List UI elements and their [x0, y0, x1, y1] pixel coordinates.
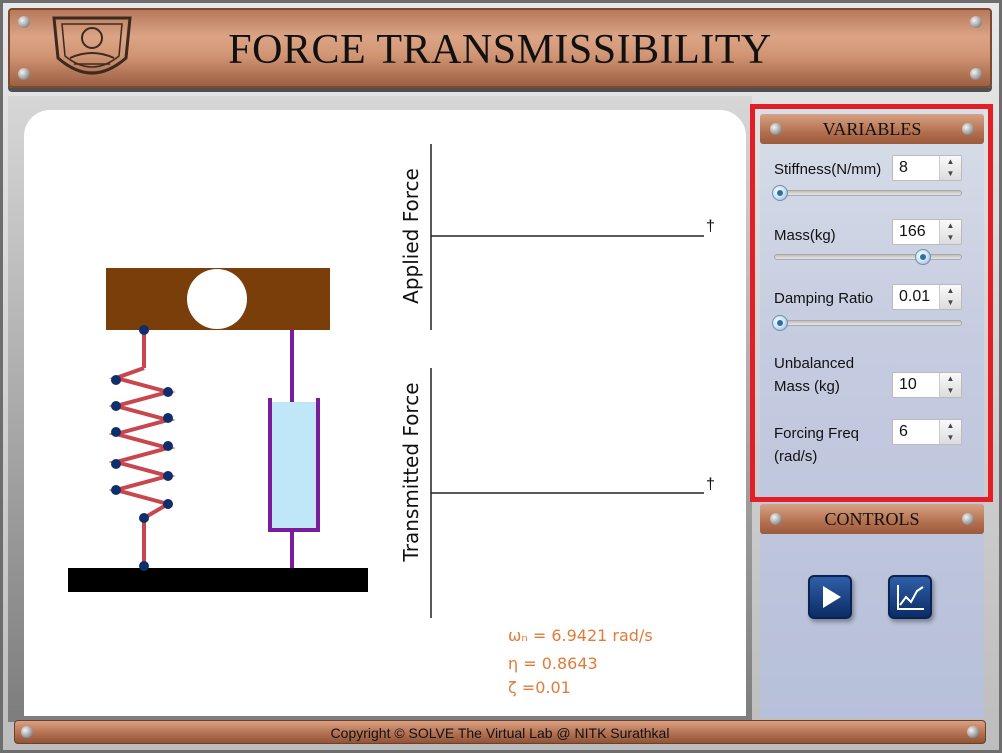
graph-icon — [890, 577, 930, 617]
omega-readout: ωₙ = 6.9421 rad/s — [508, 626, 653, 645]
header-bar: FORCE TRANSMISSIBILITY — [8, 8, 992, 88]
ground-base — [68, 568, 368, 592]
variables-highlight-box — [750, 104, 993, 502]
page-title: FORCE TRANSMISSIBILITY — [10, 26, 990, 74]
damper — [270, 330, 318, 568]
graph-axes — [431, 144, 704, 618]
rivet-icon — [962, 513, 974, 525]
unbalanced-mass-circle — [187, 269, 247, 329]
footer-bar: Copyright © SOLVE The Virtual Lab @ NITK… — [14, 720, 986, 744]
play-icon — [810, 577, 850, 617]
eta-readout: η = 0.8643 — [508, 654, 598, 673]
rivet-icon — [967, 726, 979, 738]
axis-marker-bottom: † — [706, 476, 715, 494]
applied-force-label: Applied Force — [399, 168, 423, 304]
controls-title: CONTROLS — [824, 509, 919, 529]
zeta-readout: ζ =0.01 — [508, 678, 571, 697]
controls-header: CONTROLS — [760, 504, 984, 534]
play-button[interactable] — [808, 575, 852, 619]
axis-marker-top: † — [706, 218, 715, 236]
transmitted-force-label: Transmitted Force — [399, 382, 423, 561]
copyright-text: Copyright © SOLVE The Virtual Lab @ NITK… — [15, 725, 985, 741]
spring — [116, 330, 168, 568]
rivet-icon — [770, 513, 782, 525]
graph-button[interactable] — [888, 575, 932, 619]
